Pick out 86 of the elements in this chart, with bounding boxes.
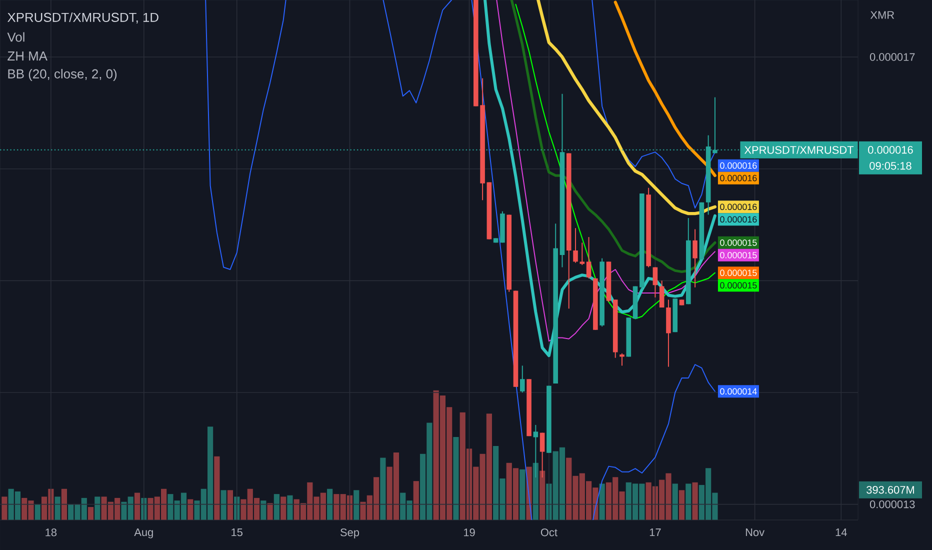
text: 393.607M: [866, 486, 914, 494]
bar: [88, 507, 94, 520]
candlestick: [573, 228, 578, 264]
text: XPRUSDT/XMRUSDT, 1D: [8, 12, 158, 24]
text: 0.000016: [868, 146, 913, 154]
candlestick: [699, 202, 704, 260]
candlestick: [606, 261, 612, 302]
bar: [214, 456, 220, 520]
candlestick: [546, 385, 552, 454]
bar: [2, 496, 8, 520]
candlestick: [652, 266, 658, 298]
y-tick-label: 0.000017: [870, 53, 915, 61]
bar: [380, 458, 386, 520]
x-tick-label: 19: [464, 528, 475, 536]
candlestick: [620, 352, 624, 366]
bar: [686, 484, 692, 520]
candlestick: [526, 378, 532, 437]
bar: [413, 481, 419, 520]
candlestick: [659, 280, 664, 308]
candlestick: [513, 290, 518, 388]
x-tick-label: Oct: [540, 528, 558, 536]
bar: [692, 482, 698, 520]
candlestick: [506, 214, 512, 292]
bar: [94, 496, 100, 520]
candlestick: [520, 365, 525, 393]
x-tick-label: Sep: [340, 528, 360, 538]
text: 0.000015: [720, 270, 757, 276]
data-label: 0.000016: [720, 216, 757, 223]
candlestick: [612, 299, 618, 358]
candlestick: [600, 258, 604, 328]
candlestick: [580, 242, 585, 266]
chart-title: Vol: [7, 32, 24, 42]
candlestick: [632, 286, 638, 320]
bar: [287, 495, 293, 520]
bar: [220, 490, 226, 520]
bar: [672, 484, 678, 520]
candlestick: [666, 299, 671, 368]
bar: [134, 492, 140, 520]
bar: [520, 469, 526, 520]
bar: [280, 496, 286, 520]
bar: [274, 494, 280, 520]
y-tick-label: 0.000013: [870, 500, 915, 508]
bar: [678, 490, 685, 520]
candlestick: [486, 182, 492, 240]
bar: [327, 488, 333, 520]
x-tick-label: 17: [650, 528, 661, 536]
data-label: 0.000015: [720, 239, 757, 246]
y-axis-title: XMR: [870, 11, 894, 19]
bar: [61, 488, 67, 520]
x-tick-label: 14: [836, 528, 847, 536]
data-label: 0.000016: [720, 162, 757, 169]
candlestick: [640, 192, 644, 290]
candlestick: [586, 236, 592, 279]
data-label: 0.000014: [720, 388, 757, 395]
candlestick: [646, 187, 651, 268]
bar: [453, 436, 459, 520]
bar: [34, 504, 40, 520]
x-tick-label: 18: [46, 528, 57, 536]
bar: [267, 503, 273, 520]
bar: [540, 470, 546, 520]
candlestick: [500, 210, 505, 244]
annotation: ZH MA: [8, 52, 48, 60]
x-tick-label: Aug: [134, 528, 153, 538]
candlestick: [692, 228, 698, 288]
candlestick: [593, 278, 598, 330]
data-label: 0.000015: [720, 282, 757, 289]
candlestick: [672, 298, 678, 333]
x-tick-label: 15: [232, 528, 242, 536]
data-label: 0.000016: [720, 204, 757, 210]
candlestick: [626, 317, 632, 358]
bar: [54, 496, 60, 520]
bar: [188, 499, 194, 520]
annotation: BB (20, close, 2, 0): [8, 68, 117, 82]
bar: [227, 490, 234, 520]
candlestick: [553, 223, 558, 384]
bar: [354, 490, 360, 520]
bar: [532, 462, 538, 520]
text: 09:05:18: [870, 162, 912, 170]
bar: [260, 500, 266, 520]
candlestick: [686, 218, 691, 305]
data-label: 0.000015: [720, 252, 757, 258]
data-label: 0.000016: [720, 174, 757, 182]
x-tick-label: Nov: [746, 528, 765, 536]
candlestick: [566, 152, 572, 310]
bar: [599, 484, 605, 520]
ref-line-label: XPRUSDT/XMRUSDT: [744, 146, 854, 154]
